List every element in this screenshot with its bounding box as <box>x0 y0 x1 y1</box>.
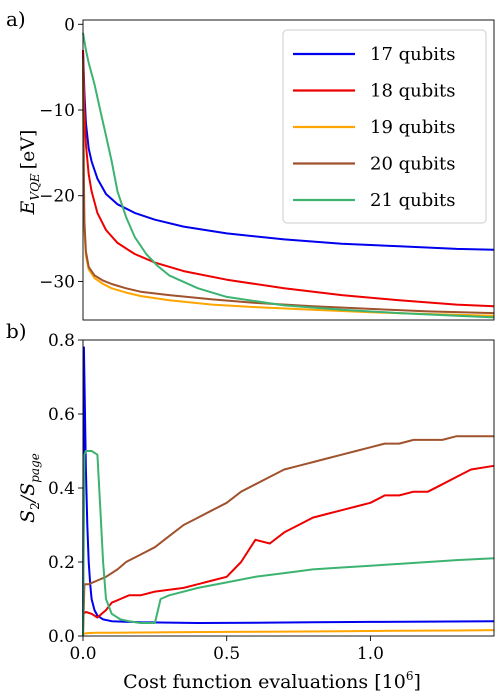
legend-entry-label: 21 qubits <box>370 190 456 211</box>
panel-a-ytick-label: −20 <box>39 187 75 207</box>
legend-entry-label: 17 qubits <box>370 44 456 65</box>
panel-b-series-20-qubits <box>82 435 494 637</box>
panel-a-series-17-qubits <box>82 49 495 251</box>
panel-b-ylabel-sub2: page <box>28 453 42 483</box>
panel-b-series-19-qubits <box>82 629 495 635</box>
panel-b-series-17-qubits <box>82 346 495 637</box>
panel-b-ylabel-sub1: 2 <box>28 502 42 510</box>
panel-a-series-18-qubits <box>82 49 495 308</box>
panel-a-ytick-label: −10 <box>39 101 75 121</box>
legend-box <box>282 29 487 224</box>
panel-a-label: a) <box>6 7 26 31</box>
legend-entry-label: 18 qubits <box>370 81 456 102</box>
panel-b-ytick-label: 0.0 <box>48 627 75 647</box>
panel-b-ylabel: S2/Spage <box>17 453 42 523</box>
panel-a-y-ticks: 0 −10 −20 −30 <box>39 15 83 292</box>
panel-b-y-ticks: 0.0 0.2 0.4 0.6 0.8 <box>48 331 83 647</box>
panel-a-ylabel-main: E <box>17 200 39 215</box>
panel-b: b) S2/Spage 0.0 0.2 0.4 0.6 0.8 0.0 0.5 1.0 Co… <box>6 319 495 693</box>
panel-a: a) EVQE [eV] 0 −10 −20 −30 17 qubits 18 qubit… <box>6 7 495 321</box>
panel-b-xlabel-sup: 6 <box>406 669 414 683</box>
panel-b-series-21-qubits <box>82 450 495 637</box>
panel-b-label: b) <box>6 319 27 343</box>
panel-a-series-20-qubits <box>82 58 495 315</box>
panel-b-ytick-label: 0.4 <box>48 479 75 499</box>
legend: 17 qubits 18 qubits 19 qubits 20 qubits 21 q… <box>282 29 487 224</box>
panel-a-ylabel-unit: [eV] <box>17 130 39 170</box>
panel-b-frame <box>82 339 495 637</box>
panel-a-ylabel-sub: VQE <box>28 173 42 201</box>
panel-b-ylabel-slash: /S <box>17 483 39 504</box>
panel-b-xlabel-main: Cost function evaluations [10 <box>123 671 406 693</box>
panel-a-ylabel: EVQE [eV] <box>17 130 42 216</box>
panel-b-xlabel-end: ] <box>413 671 420 693</box>
panel-b-ylabel-main: S <box>17 510 39 523</box>
panel-b-ytick-label: 0.8 <box>48 331 75 351</box>
panel-a-series-21-qubits <box>82 32 495 319</box>
panel-b-xtick-label: 0.0 <box>69 644 96 664</box>
legend-entry-label: 20 qubits <box>370 154 456 175</box>
panel-a-plot-area <box>82 32 495 319</box>
panel-b-plot-area <box>82 346 495 637</box>
legend-entry-label: 19 qubits <box>370 117 456 138</box>
panel-b-ytick-label: 0.6 <box>48 405 75 425</box>
panel-b-xlabel: Cost function evaluations [106] <box>123 669 421 693</box>
panel-b-series-18-qubits <box>82 464 495 619</box>
panel-a-ytick-label: 0 <box>64 15 75 35</box>
panel-a-frame <box>82 19 495 321</box>
panel-b-xtick-label: 0.5 <box>213 644 240 664</box>
panel-a-ytick-label: −30 <box>39 272 75 292</box>
panel-b-x-ticks: 0.0 0.5 1.0 <box>69 636 384 664</box>
panel-b-xtick-label: 1.0 <box>357 644 384 664</box>
panel-b-ytick-label: 0.2 <box>48 553 75 573</box>
